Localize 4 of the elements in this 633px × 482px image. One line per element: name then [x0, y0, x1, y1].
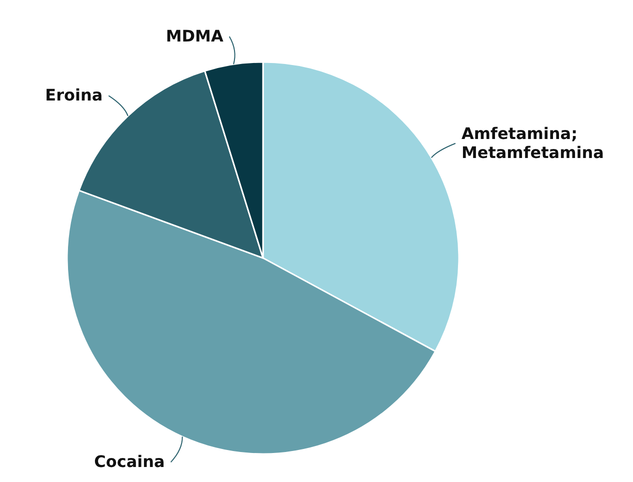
- slice-label: MDMA: [166, 26, 224, 46]
- slice-label: Amfetamina; Metamfetamina: [461, 124, 604, 162]
- slice-label: Eroina: [45, 86, 103, 105]
- slice-label: Cocaina: [94, 452, 165, 472]
